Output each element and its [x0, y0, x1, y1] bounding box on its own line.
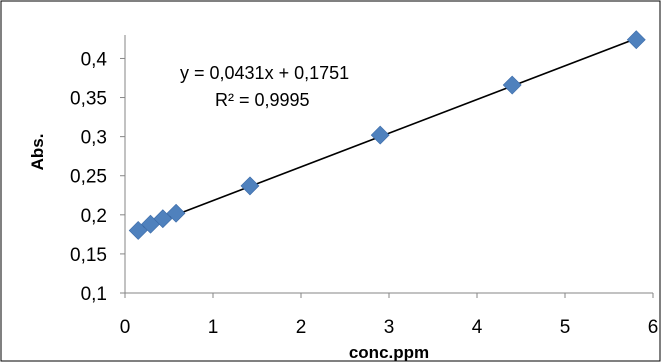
tick-labels: 0,1 0,15 0,2 0,25 0,3 0,35 0,4 0 1 2 3 4 5 6 — [70, 49, 658, 338]
y-tick-label: 0,15 — [70, 245, 107, 266]
y-tick-label: 0,35 — [70, 89, 107, 110]
data-point-marker — [626, 30, 646, 50]
x-tick-label: 4 — [472, 317, 483, 338]
data-points — [128, 30, 646, 240]
data-point-marker — [153, 209, 173, 229]
x-tick-label: 2 — [296, 317, 307, 338]
y-tick-label: 0,25 — [70, 167, 107, 188]
axes — [120, 35, 654, 298]
data-point-marker — [502, 75, 522, 95]
trendline-equation: y = 0,0431x + 0,1751 — [180, 63, 349, 83]
y-tick-label: 0,2 — [81, 206, 107, 227]
x-tick-label: 6 — [648, 317, 659, 338]
y-tick-label: 0,3 — [81, 128, 107, 149]
y-tick-label: 0,1 — [81, 284, 107, 305]
x-tick-label: 1 — [208, 317, 219, 338]
y-tick-label: 0,4 — [81, 49, 108, 70]
x-tick-label: 5 — [560, 317, 571, 338]
data-point-marker — [128, 221, 148, 240]
data-point-marker — [240, 176, 260, 196]
r-squared-label: R² = 0,9995 — [215, 90, 310, 110]
y-axis-title: Abs. — [28, 134, 47, 171]
data-point-marker — [370, 125, 390, 145]
data-point-marker — [166, 203, 186, 223]
x-tick-label: 3 — [384, 317, 395, 338]
x-axis-title: conc.ppm — [349, 343, 429, 362]
x-tick-label: 0 — [120, 317, 131, 338]
